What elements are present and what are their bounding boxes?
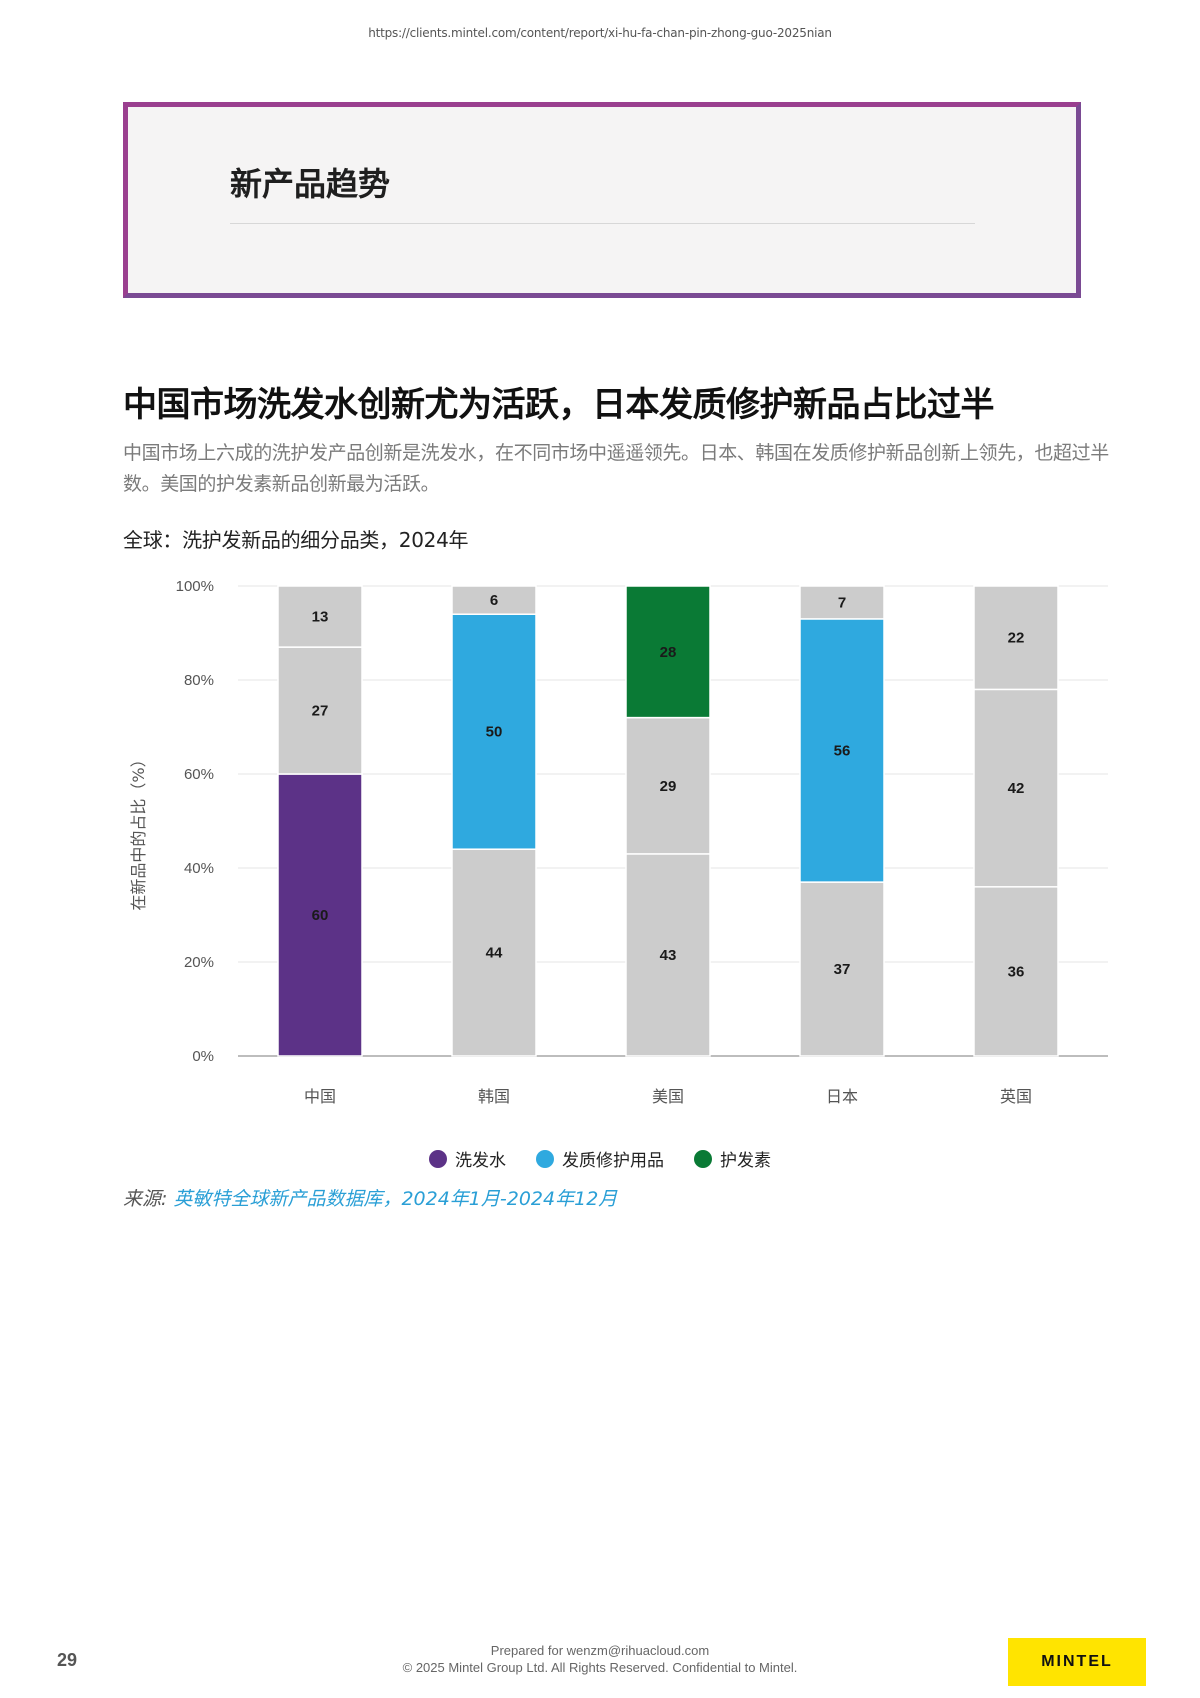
section-divider (230, 223, 975, 224)
data-label: 6 (490, 592, 498, 609)
data-label: 37 (834, 961, 851, 978)
legend-label: 发质修护用品 (562, 1151, 664, 1171)
data-label: 7 (838, 594, 846, 611)
y-tick-label: 40% (184, 860, 214, 877)
mintel-logo: MINTEL (1008, 1638, 1146, 1686)
data-label: 50 (486, 724, 503, 741)
data-label: 43 (660, 947, 677, 964)
section-title: 新产品趋势 (230, 165, 391, 203)
x-category-label: 英国 (1000, 1087, 1032, 1106)
legend-label: 洗发水 (455, 1151, 506, 1171)
bar-segment (451, 585, 537, 615)
y-tick-label: 60% (184, 766, 214, 783)
legend-label: 护发素 (720, 1151, 771, 1171)
data-label: 27 (312, 703, 329, 720)
data-label: 28 (660, 644, 677, 661)
x-category-label: 中国 (304, 1087, 336, 1106)
x-category-label: 美国 (652, 1087, 684, 1106)
data-label: 60 (312, 907, 329, 924)
legend-item: 洗发水 (429, 1146, 506, 1171)
page-headline: 中国市场洗发水创新尤为活跃，日本发质修护新品占比过半 (123, 385, 995, 425)
x-category-label: 日本 (826, 1087, 858, 1106)
data-label: 36 (1008, 963, 1025, 980)
legend-swatch (429, 1149, 447, 1168)
data-label: 42 (1008, 780, 1025, 797)
bar-segment (277, 773, 363, 1057)
data-label: 13 (312, 609, 329, 626)
x-category-label: 韩国 (478, 1087, 510, 1106)
legend-item: 护发素 (694, 1146, 771, 1171)
source-link[interactable]: 英敏特全球新产品数据库，2024年1月-2024年12月 (173, 1188, 618, 1210)
legend-item: 发质修护用品 (536, 1146, 664, 1171)
bar-segment (625, 585, 711, 719)
source-note: 来源: 英敏特全球新产品数据库，2024年1月-2024年12月 (123, 1184, 617, 1211)
page-number: 29 (57, 1650, 78, 1670)
data-label: 44 (486, 945, 503, 962)
y-tick-label: 0% (192, 1048, 214, 1065)
bar-segment (625, 716, 711, 855)
page-url: https://clients.mintel.com/content/repor… (368, 26, 832, 40)
data-label: 29 (660, 778, 677, 795)
bar-segment (799, 881, 885, 1057)
data-label: 22 (1008, 630, 1025, 647)
bar-segment (451, 848, 537, 1057)
section-header-box: 新产品趋势 (123, 102, 1081, 298)
chart-legend: 洗发水 发质修护用品 护发素 (0, 1146, 1200, 1171)
bar-segment (973, 585, 1059, 691)
footer-text: Prepared for wenzm@rihuacloud.com © 2025… (0, 1642, 1200, 1676)
bar-segment (277, 646, 363, 775)
y-tick-label: 100% (176, 578, 214, 595)
y-axis-label: 在新品中的占比（%） (129, 751, 148, 910)
y-tick-label: 80% (184, 672, 214, 689)
bar-segment (973, 886, 1059, 1057)
legend-swatch (536, 1149, 554, 1168)
legend-swatch (694, 1149, 712, 1168)
y-tick-label: 20% (184, 954, 214, 971)
prepared-for: Prepared for wenzm@rihuacloud.com (490, 1643, 710, 1658)
bar-segment (799, 618, 885, 883)
intro-paragraph: 中国市场上六成的洗护发产品创新是洗发水，在不同市场中遥遥领先。日本、韩国在发质修… (123, 442, 1109, 495)
source-label: 来源: (123, 1188, 168, 1210)
bar-segment (799, 585, 885, 620)
bar-segment (973, 688, 1059, 888)
bar-segment (277, 585, 363, 648)
data-label: 56 (834, 743, 851, 760)
bar-segment (625, 853, 711, 1057)
stacked-bar-chart: 0% 20% 40% 60% 80% 100% 在新品中的占比（%） 60 27 13 中国 44 50… (129, 578, 1108, 1106)
chart-title: 全球：洗护发新品的细分品类，2024年 (123, 528, 469, 552)
copyright: © 2025 Mintel Group Ltd. All Rights Rese… (402, 1660, 798, 1675)
